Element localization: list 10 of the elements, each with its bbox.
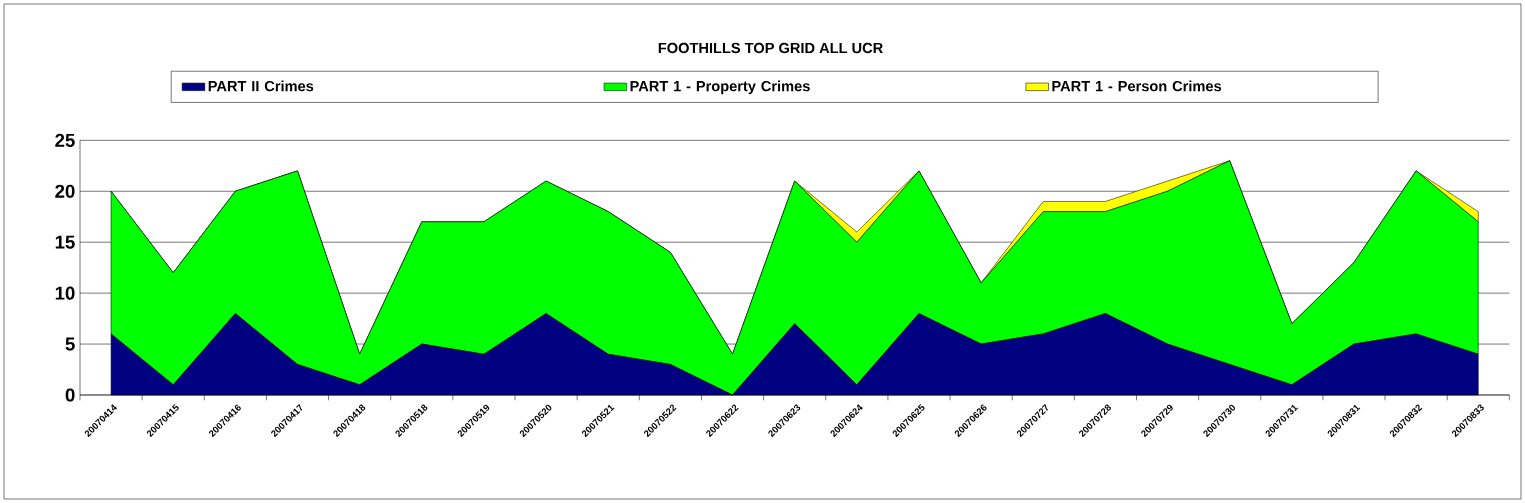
legend-label: PART 1 - Property Crimes xyxy=(630,80,810,95)
chart-title: FOOTHILLS TOP GRID ALL UCR xyxy=(658,42,883,54)
legend-label: PART 1 - Person Crimes xyxy=(1052,80,1222,92)
legend-label: PART II Crimes xyxy=(208,80,314,92)
y-tick-label: 20 xyxy=(55,184,75,198)
y-tick-label: 5 xyxy=(65,337,75,351)
y-tick-label: 15 xyxy=(55,235,75,249)
y-tick-label: 10 xyxy=(55,286,75,300)
y-tick-label: 0 xyxy=(65,388,75,402)
y-tick-label: 25 xyxy=(55,133,75,147)
